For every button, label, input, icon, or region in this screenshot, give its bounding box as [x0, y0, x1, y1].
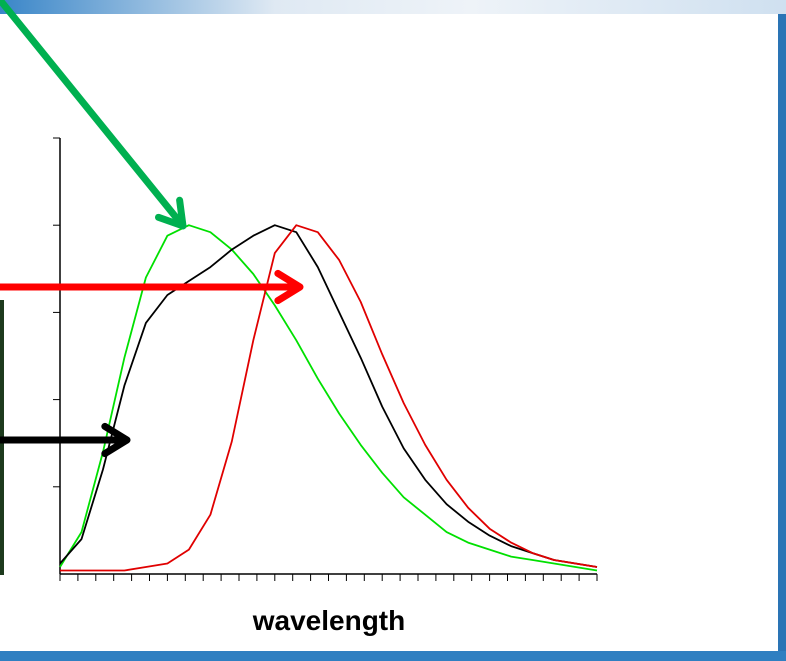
annotation-arrow-shaft	[0, 0, 183, 225]
spectrum-line-2	[60, 224, 598, 572]
slide-right-border	[778, 14, 786, 661]
spectrum-series	[59, 224, 598, 572]
slide-top-edge	[0, 0, 786, 14]
annotation-arrow-head	[101, 422, 131, 458]
annotation-arrow-head	[154, 196, 187, 230]
annotation-arrow-head	[274, 269, 304, 305]
spectrum-line-1	[59, 224, 598, 568]
x-axis-label: wavelength	[252, 605, 405, 636]
slide-panel	[0, 14, 778, 651]
axis-ticks	[53, 137, 598, 581]
annotation-arrows	[0, 0, 304, 458]
spectrum-line-0	[59, 224, 598, 572]
chart-axes	[59, 138, 597, 575]
slide-bottom-border	[0, 651, 786, 661]
